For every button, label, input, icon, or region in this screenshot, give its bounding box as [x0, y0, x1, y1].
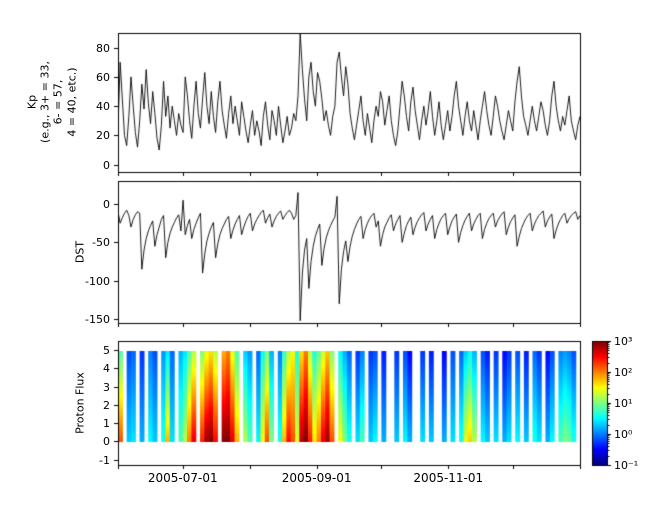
y-tick-label: -1 [99, 453, 110, 467]
kp-axis-label-line: 6- = 57, [52, 79, 65, 125]
colorbar-tick-label: 10³ [614, 334, 633, 348]
y-tick-label: -100 [85, 274, 110, 288]
y-tick-label: 40 [96, 99, 110, 113]
colorbar-tick-label: 10¹ [614, 396, 633, 410]
kp-axis-label-line: (e.g., 3+ = 33, [38, 61, 52, 143]
y-tick-label: 20 [96, 128, 110, 142]
y-tick-label: 60 [96, 70, 110, 84]
x-tick-label: 2005-11-01 [413, 471, 484, 485]
y-tick-label: -50 [92, 235, 110, 249]
y-tick-label: -150 [85, 312, 110, 326]
x-tick-label: 2005-09-01 [281, 471, 352, 485]
y-tick-label: 0 [103, 158, 110, 172]
kp-axis-label: Kp (e.g., 3+ = 33, 6- = 57, 4 = 40, etc.… [26, 61, 79, 143]
y-tick-label: 5 [103, 343, 110, 357]
colorbar-tick-label: 10⁻¹ [614, 458, 639, 472]
colorbar-tick-label: 10² [614, 365, 633, 379]
y-tick-label: 0 [103, 434, 110, 448]
y-tick-label: 4 [103, 361, 110, 375]
colorbar-tick-label: 10⁰ [614, 427, 633, 441]
kp-axis-label-line: Kp [25, 94, 39, 110]
y-tick-label: 3 [103, 380, 110, 394]
y-tick-label: 2 [103, 398, 110, 412]
y-tick-label: 1 [103, 416, 110, 430]
x-tick-label: 2005-07-01 [147, 471, 218, 485]
y-tick-label: 0 [103, 197, 110, 211]
y-tick-label: 80 [96, 41, 110, 55]
